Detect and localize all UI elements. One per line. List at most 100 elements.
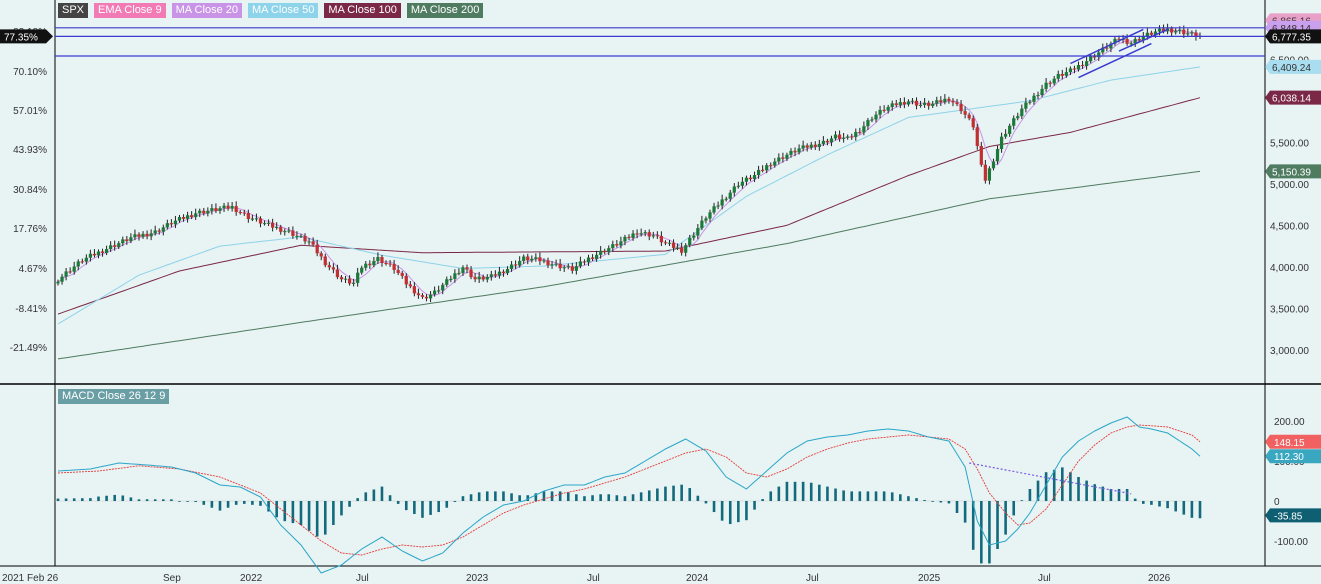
- candle-body: [266, 222, 271, 224]
- candle-body: [1040, 88, 1044, 96]
- candle-body: [675, 247, 680, 249]
- histogram-bar: [899, 494, 902, 501]
- candle-body: [392, 263, 396, 270]
- candle-body: [226, 205, 230, 209]
- histogram-bar: [283, 501, 287, 522]
- candle-body: [1016, 116, 1020, 119]
- candle-body: [866, 120, 870, 127]
- histogram-bar: [89, 498, 92, 501]
- histogram-bar: [485, 491, 489, 501]
- histogram-bar: [1052, 469, 1056, 501]
- histogram-bar: [672, 485, 675, 501]
- histogram-bar: [526, 495, 530, 501]
- histogram-bar: [129, 497, 133, 501]
- histogram-bar: [372, 489, 376, 501]
- candle-body: [680, 247, 684, 253]
- candle-body: [562, 267, 566, 269]
- histogram-bar: [194, 501, 197, 502]
- candle-body: [368, 263, 372, 266]
- histogram-bar: [275, 501, 278, 518]
- candle-body: [1089, 56, 1093, 62]
- candle-body: [712, 206, 716, 213]
- histogram-bar: [429, 501, 432, 515]
- macd-label-bg: [1265, 508, 1321, 523]
- candle-body: [469, 269, 473, 278]
- candle-body: [716, 205, 720, 207]
- candle-body: [1024, 102, 1028, 109]
- histogram-bar: [388, 495, 392, 501]
- candle-body: [169, 223, 173, 225]
- histogram-bar: [882, 491, 886, 501]
- histogram-bar: [534, 493, 538, 501]
- legend-item: SPX: [58, 3, 89, 18]
- candle-body: [129, 237, 133, 242]
- histogram-bar: [1109, 489, 1113, 501]
- candle-body: [1048, 82, 1052, 84]
- candle-body: [416, 293, 421, 296]
- histogram-bar: [510, 493, 513, 501]
- candle-body: [586, 257, 591, 263]
- candle-body: [756, 169, 761, 176]
- candle-body: [319, 253, 323, 257]
- histogram-bar: [866, 491, 870, 501]
- candle-body: [530, 258, 534, 261]
- histogram-bar: [809, 482, 813, 501]
- candle-body: [781, 157, 785, 159]
- histogram-bar: [890, 492, 894, 501]
- candle-body: [1113, 38, 1117, 44]
- candle-body: [84, 257, 88, 262]
- candle-body: [951, 100, 955, 103]
- candle-body: [149, 233, 153, 237]
- candle-body: [161, 227, 165, 232]
- candle-body: [121, 239, 125, 244]
- candle-body: [1109, 43, 1113, 49]
- histogram-bar: [332, 501, 335, 525]
- price-label-bg: [1265, 29, 1321, 44]
- right-tick-label: 5,500.00: [1270, 138, 1309, 149]
- candle-body: [218, 208, 222, 211]
- candle-body: [578, 261, 583, 267]
- histogram-bar: [80, 498, 84, 501]
- candle-body: [254, 218, 259, 220]
- histogram-bar: [720, 501, 724, 521]
- candle-body: [485, 276, 489, 280]
- histogram-bar: [647, 490, 651, 501]
- histogram-bar: [348, 501, 351, 507]
- candle-body: [1012, 118, 1016, 126]
- x-tick-label: 2021 Feb 26: [2, 573, 59, 584]
- candle-body: [923, 102, 927, 105]
- candle-body: [509, 264, 514, 269]
- candle-body: [145, 233, 149, 237]
- candle-body: [931, 103, 935, 106]
- histogram-bar: [623, 496, 627, 501]
- candle-body: [975, 127, 979, 146]
- candle-body: [360, 267, 364, 273]
- x-tick-label: 2026: [1148, 573, 1171, 584]
- candle-body: [947, 98, 951, 101]
- candle-body: [1182, 29, 1186, 35]
- histogram-bar: [315, 501, 319, 537]
- histogram-bar: [753, 501, 756, 510]
- candle-body: [558, 263, 562, 269]
- histogram-bar: [396, 501, 400, 504]
- histogram-bar: [583, 496, 586, 501]
- candle-body: [659, 236, 663, 243]
- histogram-bar: [1182, 501, 1186, 515]
- candle-body: [902, 102, 906, 105]
- candle-body: [1085, 61, 1089, 66]
- candle-body: [404, 275, 408, 285]
- candle-body: [364, 263, 368, 268]
- plot-area: [55, 0, 1265, 566]
- candle-body: [663, 242, 668, 244]
- candle-body: [1117, 38, 1121, 40]
- candle-body: [708, 212, 712, 219]
- candle-body: [250, 218, 254, 220]
- histogram-bar: [186, 501, 189, 502]
- candle-body: [449, 279, 453, 281]
- histogram-bar: [826, 486, 829, 501]
- candle-body: [133, 234, 137, 238]
- histogram-bar: [259, 501, 262, 506]
- candle-body: [797, 148, 801, 153]
- candle-body: [1137, 39, 1141, 41]
- candle-body: [623, 236, 627, 242]
